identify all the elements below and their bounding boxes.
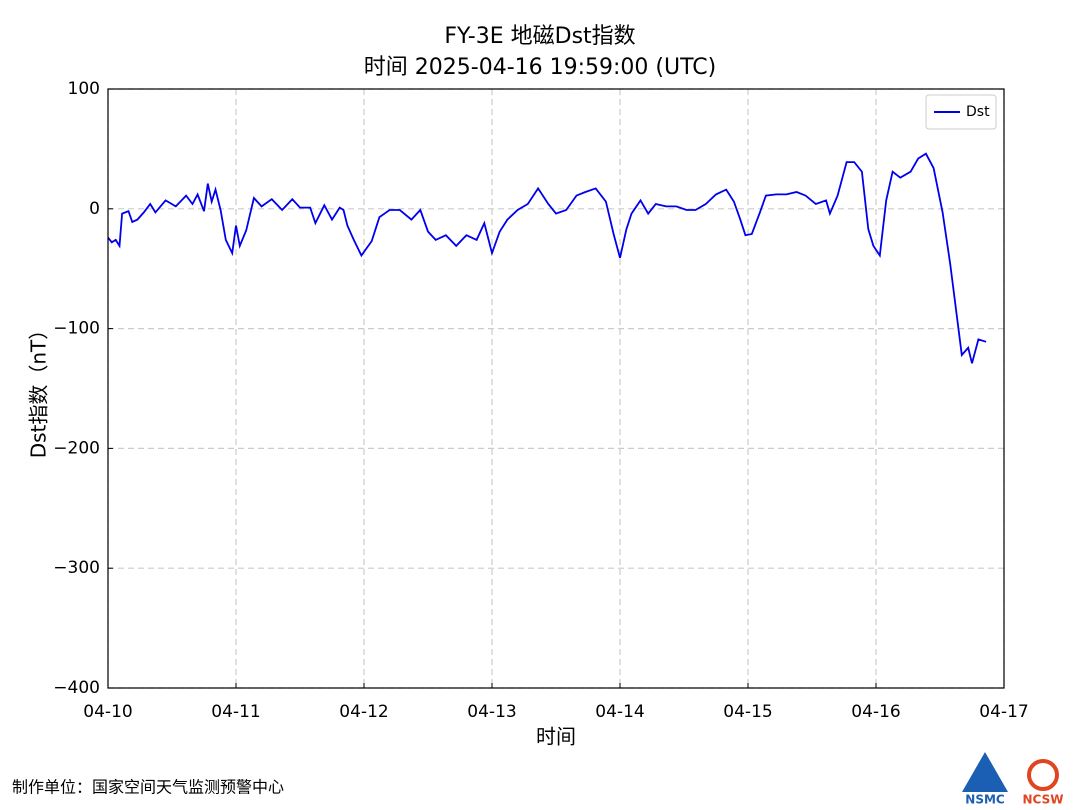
y-tick-label: −200 bbox=[53, 438, 100, 458]
y-tick-label: −100 bbox=[53, 319, 100, 339]
y-tick-label: 0 bbox=[89, 199, 100, 219]
data-line bbox=[107, 152, 987, 364]
chart-subtitle: 时间 2025-04-16 19:59:00 (UTC) bbox=[364, 55, 716, 80]
x-tick-label: 04-15 bbox=[723, 702, 772, 722]
logo: NSMC bbox=[965, 793, 1005, 807]
legend-label: Dst bbox=[966, 104, 990, 120]
logo-icon bbox=[1027, 759, 1059, 791]
x-tick-label: 04-17 bbox=[979, 702, 1028, 722]
plot-frame bbox=[107, 88, 1005, 689]
y-tick-label: −400 bbox=[53, 678, 100, 698]
x-tick-label: 04-14 bbox=[595, 702, 644, 722]
legend-box bbox=[925, 94, 997, 130]
y-tick-label: 100 bbox=[68, 79, 100, 99]
x-tick-label: 04-11 bbox=[211, 702, 260, 722]
x-axis-label: 时间 bbox=[536, 725, 576, 749]
x-tick-label: 04-12 bbox=[339, 702, 388, 722]
x-tick-label: 04-16 bbox=[851, 702, 900, 722]
y-axis-label: Dst指数（nT） bbox=[27, 320, 51, 459]
x-tick-label: 04-10 bbox=[83, 702, 132, 722]
x-tick-label: 04-13 bbox=[467, 702, 516, 722]
y-tick-label: −300 bbox=[53, 558, 100, 578]
chart-title: FY-3E 地磁Dst指数 bbox=[444, 24, 635, 49]
logo: NCSW bbox=[1023, 793, 1064, 807]
producer: 制作单位：国家空间天气监测预警中心 bbox=[12, 778, 284, 797]
logo-icon bbox=[962, 752, 1008, 792]
